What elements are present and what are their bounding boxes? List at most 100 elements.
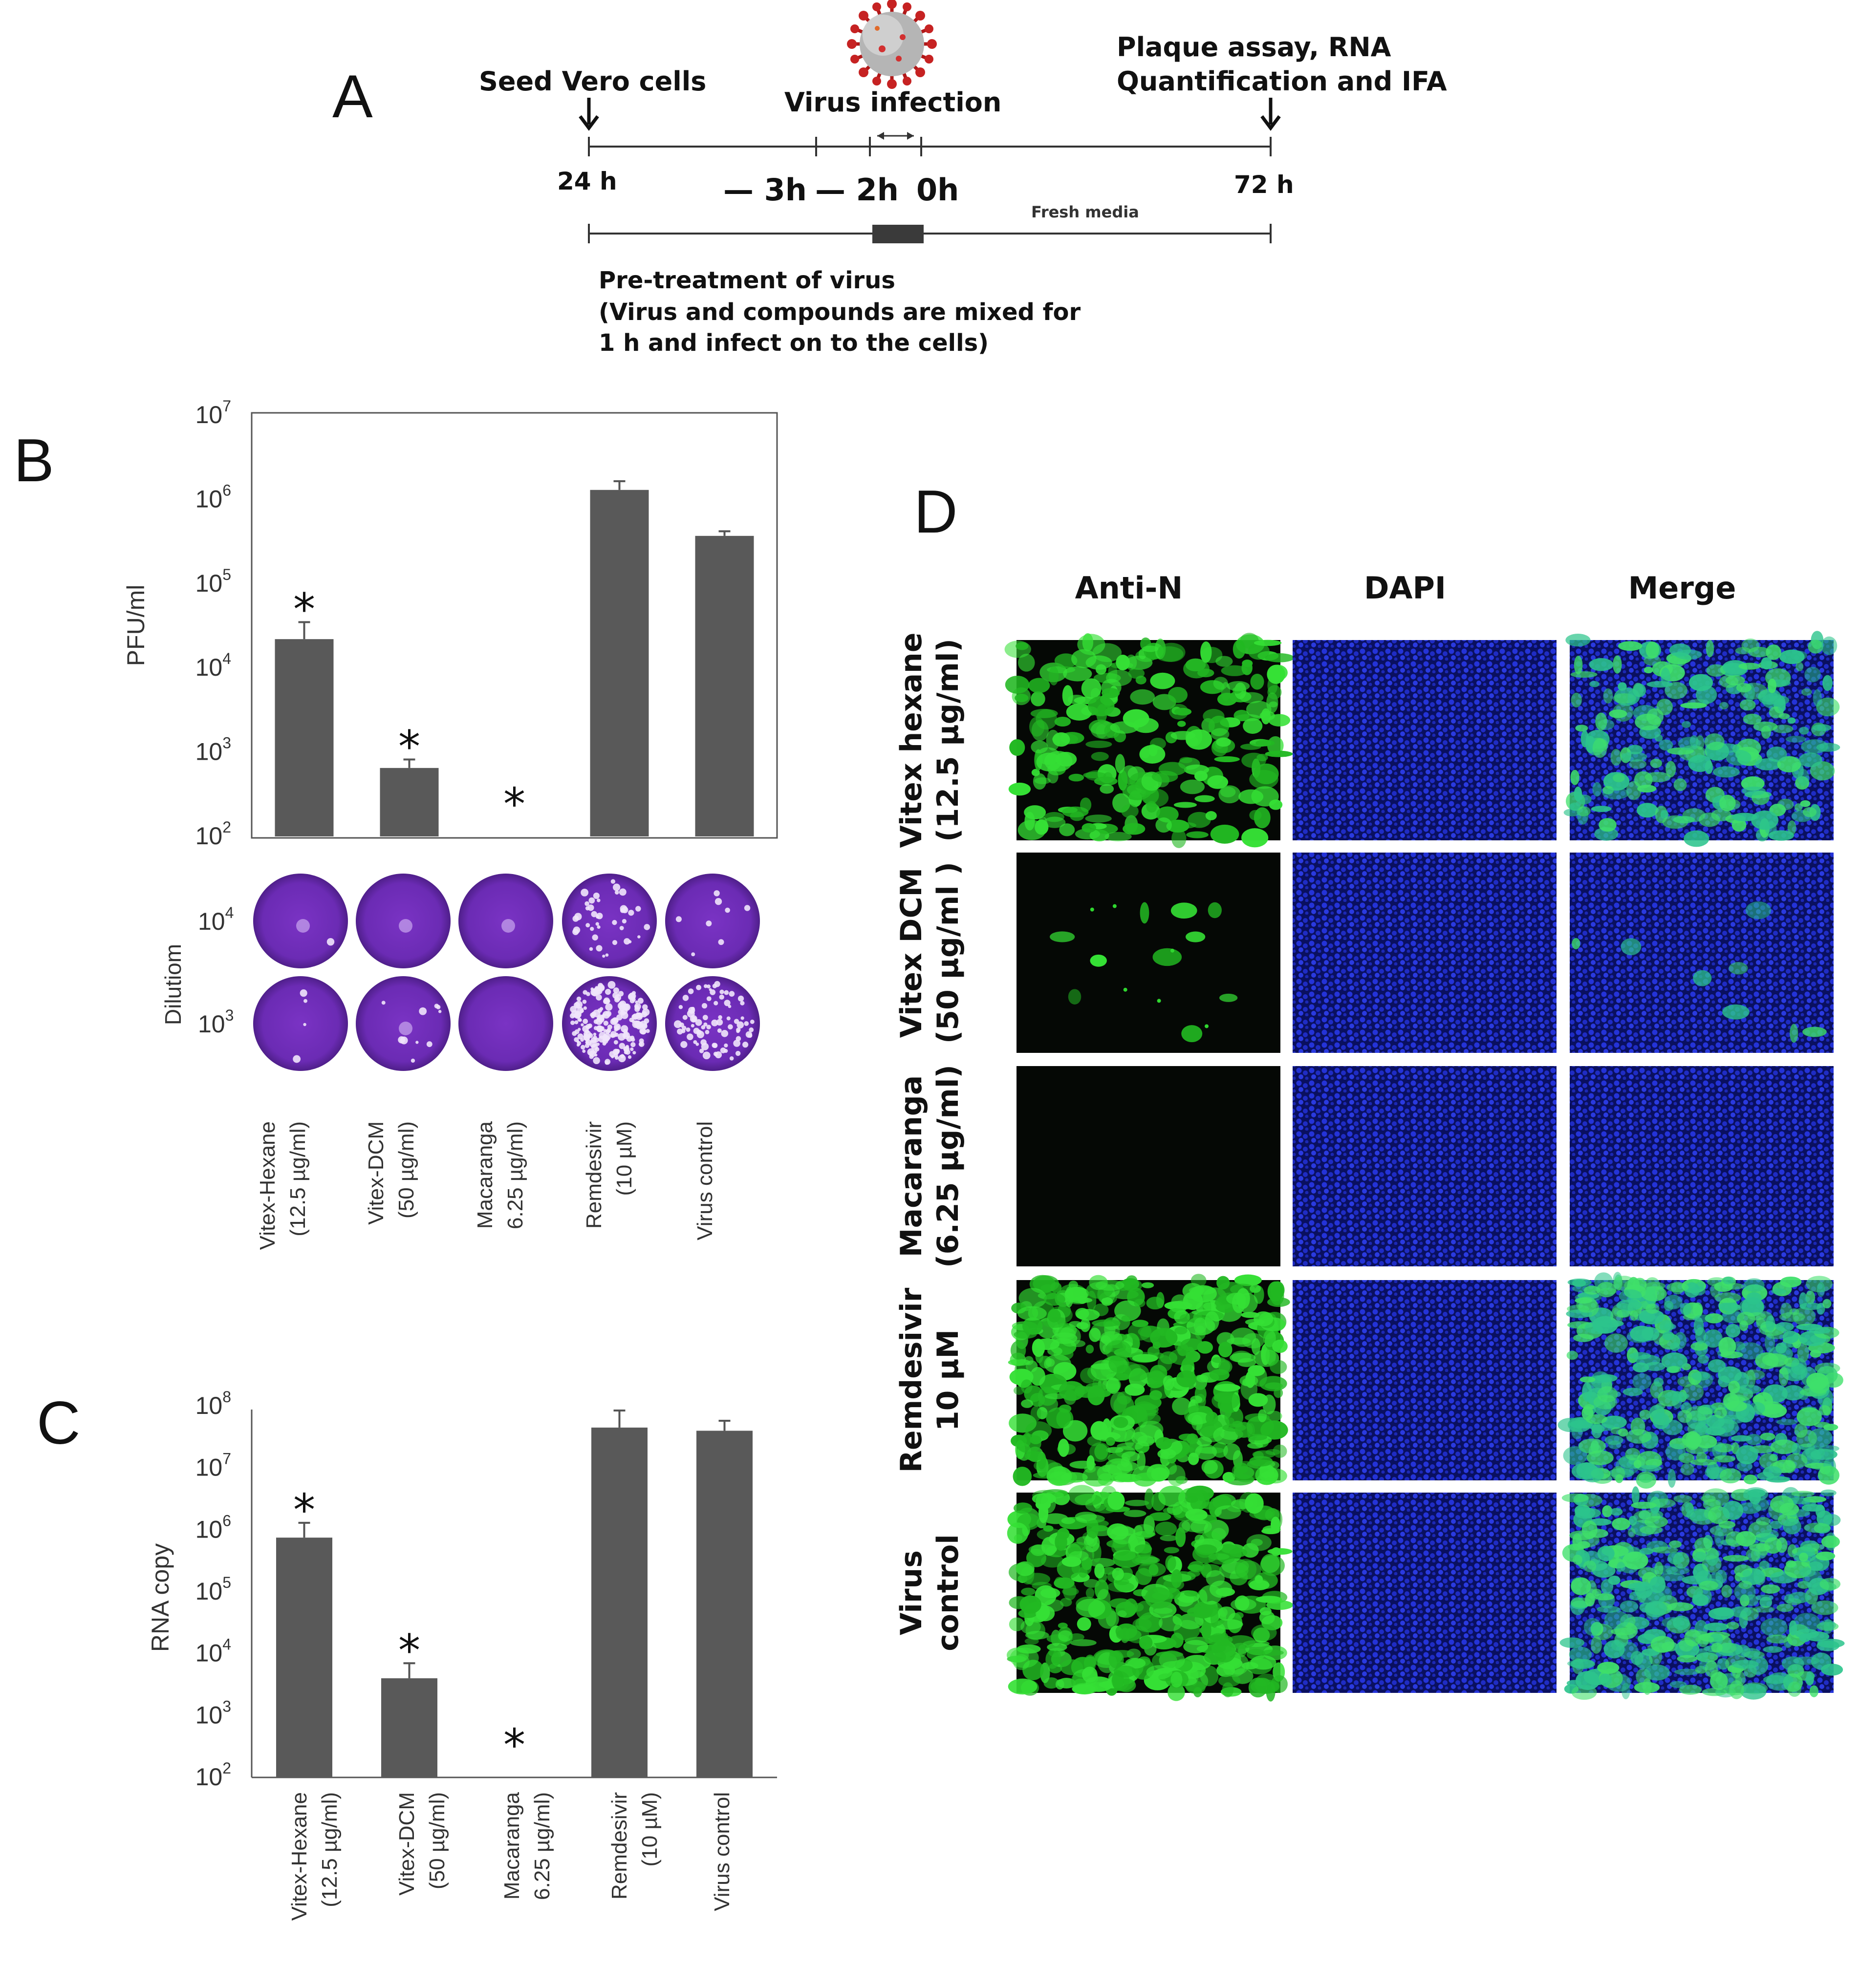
merge-image: [1570, 853, 1834, 1053]
time-24h: 24 h: [557, 167, 617, 195]
plaque-well: [356, 874, 451, 968]
ifa-row-label: Remdesivir: [894, 1287, 929, 1473]
endpoint-label: Quantification and IFA: [1117, 66, 1447, 97]
condition-label: Remdesivir: [582, 1121, 606, 1229]
y-tick-label: 104: [195, 650, 231, 681]
anti-n-image: [1008, 1274, 1290, 1487]
significance-marker: *: [503, 1720, 525, 1771]
endpoint-label: Plaque assay, RNA: [1117, 32, 1391, 63]
bar: [591, 1427, 648, 1777]
dilution-label: Dilutiom: [160, 944, 186, 1025]
ifa-column-header: DAPI: [1364, 570, 1446, 606]
time-minus-3h: — 3h: [723, 172, 807, 208]
dapi-image: [1293, 1280, 1557, 1480]
ifa-row-label: Vitex DCM: [894, 868, 929, 1038]
virus-infection-label: Virus infection: [784, 87, 1001, 118]
condition-sublabel: (10 µM): [612, 1121, 636, 1196]
error-bar: [613, 1409, 626, 1428]
condition-label: Remdesivir: [607, 1792, 631, 1900]
bar: [695, 535, 754, 836]
significance-marker: *: [293, 584, 315, 635]
dapi-image: [1293, 1493, 1557, 1693]
y-tick-label: 107: [195, 1450, 231, 1481]
merge-image: [1559, 1486, 1845, 1700]
chart-b: PFU/ml 102 103 104 105 106 107 * * *: [122, 397, 778, 850]
condition-label: Vitex-DCM: [395, 1792, 419, 1896]
ifa-row-sublabel: 10 µM: [931, 1329, 965, 1431]
pretreatment-block: [872, 225, 924, 243]
arrow-down-icon: [1260, 98, 1281, 131]
y-axis-label: RNA copy: [147, 1543, 174, 1652]
ifa-row-label: Virus: [894, 1550, 929, 1635]
condition-sublabel: 6.25 µg/ml): [530, 1792, 554, 1900]
panel-label-b: B: [14, 427, 54, 494]
plaque-well: [665, 976, 760, 1071]
panel-label-a: A: [332, 63, 373, 130]
arrow-down-icon: [579, 98, 599, 131]
bar: [590, 490, 649, 836]
error-bar: [613, 480, 626, 490]
anti-n-image: [1004, 633, 1295, 848]
condition-label: Vitex-Hexane: [256, 1121, 280, 1250]
plaque-well: [458, 874, 553, 968]
ifa-row-label: Macaranga: [894, 1075, 929, 1257]
plaque-well: [562, 976, 657, 1071]
merge-image: [1563, 631, 1840, 847]
plaque-well: [356, 976, 451, 1071]
time-0h: 0h: [916, 172, 959, 208]
fresh-media-label: Fresh media: [1031, 203, 1139, 221]
condition-sublabel: (50 µg/ml): [425, 1792, 449, 1889]
error-bar: [298, 1521, 310, 1538]
y-axis-label: PFU/ml: [122, 585, 150, 666]
bar: [696, 1431, 753, 1777]
significance-marker: *: [398, 1625, 420, 1676]
y-tick-label: 103: [195, 734, 231, 766]
time-72h: 72 h: [1234, 171, 1294, 199]
condition-labels-b: Vitex-Hexane (12.5 µg/ml) Vitex-DCM (50 µg/…: [256, 1121, 717, 1250]
anti-n-image: [1017, 1066, 1280, 1266]
virus-icon: [847, 0, 937, 89]
condition-label: Vitex-DCM: [364, 1121, 388, 1225]
anti-n-image: [1017, 853, 1280, 1053]
significance-marker: *: [293, 1485, 315, 1536]
error-bar: [298, 621, 310, 640]
y-tick-label: 102: [195, 1759, 231, 1791]
ifa-row-sublabel: control: [931, 1534, 965, 1651]
plaque-well: [253, 874, 348, 968]
y-tick-label: 108: [195, 1388, 231, 1419]
error-bar: [718, 1419, 731, 1431]
y-tick-label: 103: [195, 1697, 231, 1729]
y-tick-label: 107: [195, 397, 231, 428]
condition-sublabel: (50 µg/ml): [394, 1121, 418, 1218]
condition-sublabel: (12.5 µg/ml): [286, 1121, 310, 1237]
condition-labels-c: Vitex-Hexane (12.5 µg/ml) Vitex-DCM (50 µg/…: [287, 1792, 734, 1921]
y-tick-label: 105: [195, 1574, 231, 1605]
significance-marker: *: [503, 779, 525, 830]
plot-frame: [251, 412, 778, 839]
ifa-row-sublabel: (12.5 µg/ml): [931, 639, 965, 842]
dapi-image: [1293, 640, 1557, 840]
condition-sublabel: 6.25 µg/ml): [503, 1121, 527, 1229]
bar: [381, 1678, 437, 1777]
condition-label: Virus control: [710, 1792, 734, 1911]
y-tick-label: 102: [195, 818, 231, 850]
condition-label: Macaranga: [473, 1121, 497, 1229]
chart-c: RNA copy 102 103 104 105 106 107 108 * * *: [147, 1388, 777, 1791]
condition-sublabel: (12.5 µg/ml): [318, 1792, 342, 1907]
error-bar: [718, 530, 731, 536]
pretreatment-title: Pre-treatment of virus: [599, 267, 895, 294]
pretreatment-note: 1 h and infect on to the cells): [599, 329, 989, 357]
dapi-image: [1293, 853, 1557, 1053]
ifa-column-header: Merge: [1628, 570, 1736, 606]
plaque-well: [253, 976, 348, 1071]
pretreatment-note: (Virus and compounds are mixed for: [599, 299, 1081, 326]
y-tick-label: 105: [195, 566, 231, 597]
dilution-value: 103: [198, 1006, 234, 1038]
plaque-plates: Dilutiom 104 103: [160, 874, 760, 1071]
ifa-row-sublabel: (6.25 µg/ml): [931, 1065, 965, 1268]
condition-label: Macaranga: [500, 1792, 524, 1900]
panel-label-c: C: [37, 1389, 81, 1457]
timeline-diagram: Seed Vero cells Virus infection Plaque a…: [479, 0, 1447, 357]
